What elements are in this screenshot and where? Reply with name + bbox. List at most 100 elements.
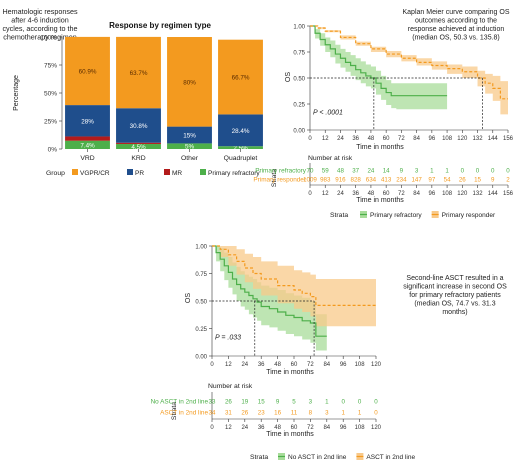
risk-count: 5 — [292, 398, 296, 405]
x-tick-label: Quadruplet — [224, 155, 258, 162]
panel-a-chart-title: Response by regimen type — [109, 21, 211, 30]
risk-count: 8 — [309, 409, 313, 416]
risk-count: 9 — [491, 176, 495, 183]
risk-count: 9 — [276, 398, 280, 405]
risk-x-tick-label: 12 — [225, 425, 232, 431]
bar-pr — [167, 126, 212, 144]
x-tick-label: 144 — [488, 136, 499, 142]
panel-b: OS Time in months 0.00 0.25 0.50 0.75 1.00 0 1… — [253, 9, 513, 219]
x-tick-label: 48 — [274, 362, 281, 368]
risk-x-tick-label: 120 — [371, 425, 382, 431]
risk-count: 26 — [225, 398, 232, 405]
survival-curve-asct-in-2nd-line — [212, 245, 376, 306]
x-tick-label: 0 — [210, 362, 214, 368]
x-tick-label: 0 — [308, 136, 312, 142]
panel-b-annotation: Kaplan Meier curve comparing OS outcomes … — [403, 9, 510, 42]
risk-row-label-primary-refractory: Primary refractory — [255, 167, 307, 174]
legend-label-mr: MR — [172, 170, 182, 177]
panel-a-plot: 0%25%50%75%100%7.4%3.8%28%60.9%VRD4.5%1.… — [40, 35, 263, 162]
panel-a-legend: Group VGPR/CR PR MR Primary refractory — [46, 169, 260, 177]
risk-x-tick-label: 24 — [337, 191, 344, 197]
bar-primary-refractory — [65, 140, 110, 149]
x-tick-label: VRD — [80, 155, 94, 162]
risk-count: 0 — [476, 167, 480, 174]
risk-x-tick-label: 12 — [322, 191, 329, 197]
x-tick-label: 120 — [457, 136, 468, 142]
risk-count: 634 — [366, 176, 377, 183]
x-tick-label: Other — [181, 155, 199, 162]
x-tick-label: 60 — [383, 136, 390, 142]
y-tick-label: 0.25 — [195, 327, 207, 333]
x-tick-label: 12 — [225, 362, 232, 368]
y-tick-label: 0.50 — [293, 76, 305, 82]
y-tick-label: 0.00 — [195, 354, 207, 360]
y-tick-label: 0.25 — [293, 102, 305, 108]
risk-x-tick-label: 24 — [241, 425, 248, 431]
bar-mr — [65, 136, 110, 141]
panel-b-risk-strata-title: Strata — [271, 169, 278, 187]
risk-count: 31 — [225, 409, 232, 416]
y-tick-label: 1.00 — [293, 24, 305, 30]
risk-count: 0 — [358, 398, 362, 405]
risk-x-tick-label: 120 — [457, 191, 468, 197]
risk-count: 0 — [461, 167, 465, 174]
p-value-label: P = .033 — [215, 335, 241, 342]
risk-count: 1 — [325, 398, 329, 405]
x-tick-label: 156 — [503, 136, 514, 142]
x-tick-label: 36 — [352, 136, 359, 142]
risk-count: 34 — [209, 409, 216, 416]
bar-vgpr-cr — [218, 39, 263, 115]
panel-c-risk-x-title: Time in months — [266, 431, 314, 438]
y-tick-label: 50% — [44, 91, 57, 98]
risk-count: 9 — [400, 167, 404, 174]
risk-x-tick-label: 84 — [413, 191, 420, 197]
survival-curve-primary-refractory — [310, 25, 448, 97]
panel-b-legend-title: Strata — [330, 212, 348, 219]
bar-data-label: 63.7% — [130, 70, 148, 77]
risk-count: 1 — [430, 167, 434, 174]
x-tick-label: 108 — [442, 136, 453, 142]
risk-count: 97 — [428, 176, 435, 183]
risk-count: 26 — [459, 176, 466, 183]
risk-count: 0 — [374, 409, 378, 416]
y-tick-label: 0.00 — [293, 128, 305, 134]
risk-x-tick-label: 132 — [473, 191, 484, 197]
x-tick-label: 12 — [322, 136, 329, 142]
panel-b-risk-title: Number at risk — [308, 155, 353, 162]
legend-label-vgpr-cr: VGPR/CR — [80, 170, 110, 177]
risk-count: 14 — [383, 167, 390, 174]
panel-b-y-axis-title: OS — [285, 72, 292, 82]
x-tick-label: 96 — [340, 362, 347, 368]
x-tick-label: 84 — [323, 362, 330, 368]
risk-count: 15 — [258, 398, 265, 405]
y-tick-label: 1.00 — [195, 244, 207, 250]
y-tick-label: 0.75 — [195, 272, 207, 278]
y-tick-label: 75% — [44, 63, 57, 70]
risk-count: 1 — [445, 167, 449, 174]
panel-a-y-axis-title: Percentage — [13, 75, 20, 111]
y-tick-label: 25% — [44, 119, 57, 126]
risk-count: 24 — [367, 167, 374, 174]
risk-x-tick-label: 144 — [488, 191, 499, 197]
risk-x-tick-label: 72 — [398, 191, 405, 197]
x-tick-label: 72 — [398, 136, 405, 142]
risk-count: 983 — [320, 176, 331, 183]
risk-count: 1 — [358, 409, 362, 416]
risk-count: 0 — [506, 167, 510, 174]
risk-row-label-asct-in-2nd-line: ASCT in 2nd line — [160, 409, 208, 416]
panel-c-risk-strata-title: Strata — [171, 402, 178, 420]
y-tick-label: 100% — [40, 35, 57, 42]
ci-band-primary-refractory — [310, 26, 448, 110]
risk-count: 33 — [209, 398, 216, 405]
bar-vgpr-cr — [65, 36, 110, 106]
bar-pr — [65, 105, 110, 137]
risk-x-tick-label: 48 — [368, 191, 375, 197]
risk-count: 37 — [352, 167, 359, 174]
risk-x-tick-label: 108 — [355, 425, 366, 431]
legend-label-primary-responder: Primary responder — [442, 212, 496, 219]
risk-count: 1009 — [303, 176, 317, 183]
risk-count: 26 — [241, 409, 248, 416]
panel-c-risk-title: Number at risk — [208, 383, 253, 390]
bar-vgpr-cr — [167, 37, 212, 127]
